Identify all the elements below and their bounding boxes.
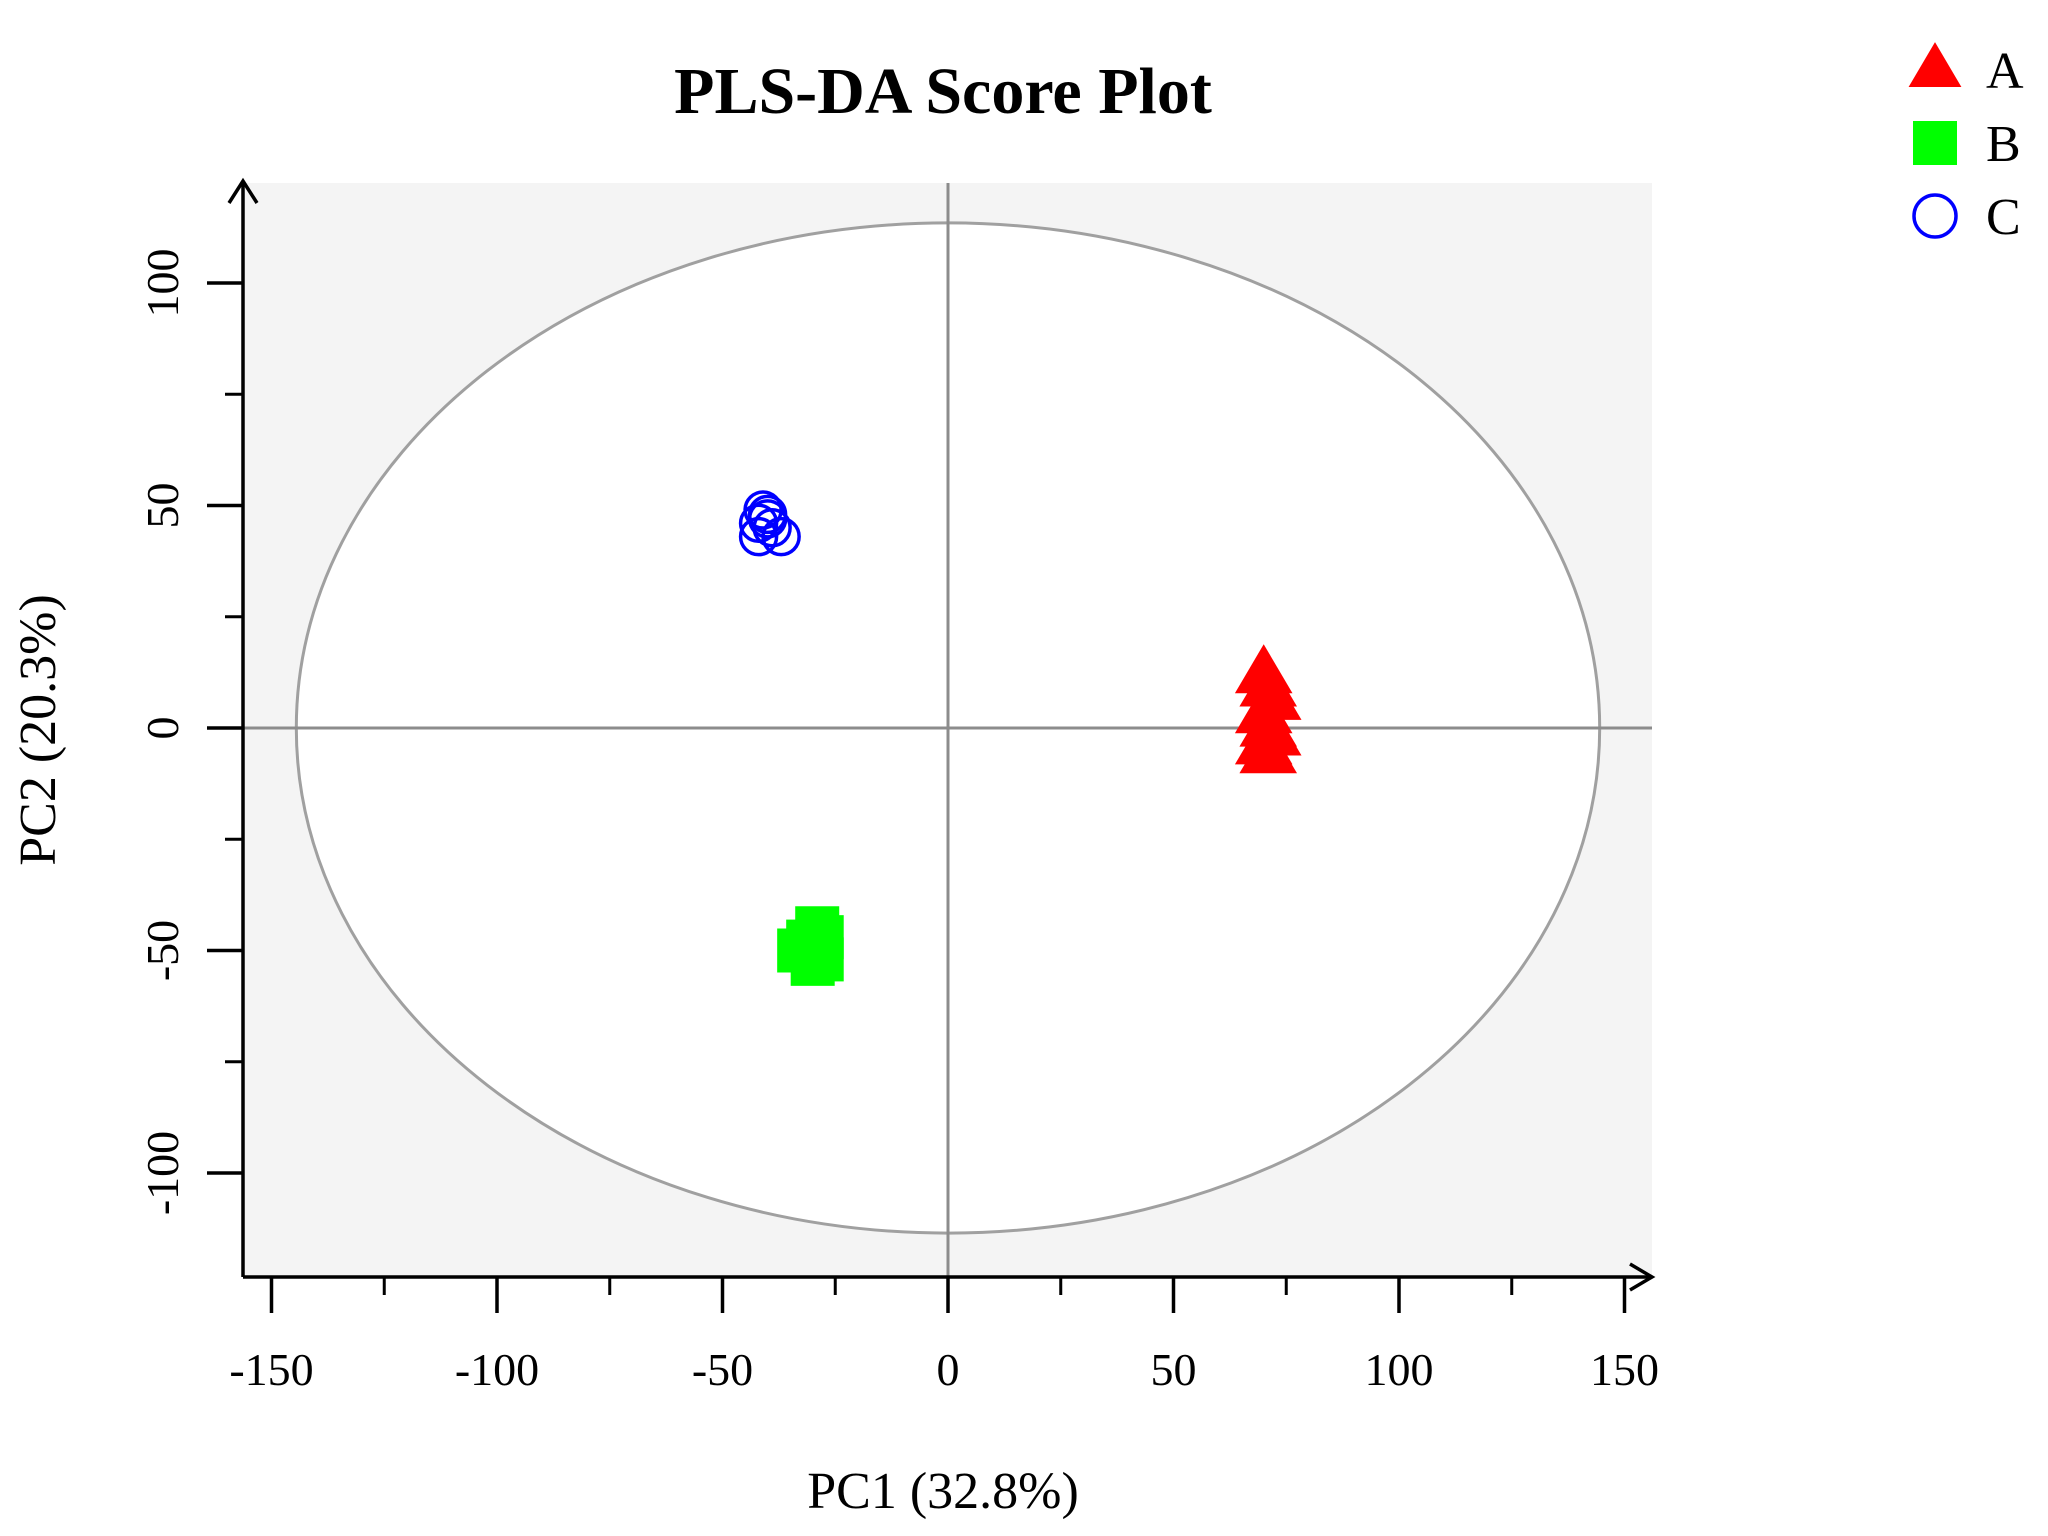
data-point-c [738, 516, 779, 557]
y-tick-label: 50 [137, 483, 188, 529]
legend-marker-b [1913, 121, 1957, 165]
x-tick-label: 0 [937, 1344, 960, 1395]
legend-marker-c [1912, 193, 1958, 239]
x-tick-label: 50 [1151, 1344, 1197, 1395]
y-tick-label: 100 [137, 249, 188, 318]
chart-title: PLS-DA Score Plot [674, 55, 1212, 128]
data-point-c [747, 494, 788, 535]
data-point-b [799, 937, 844, 982]
x-tick-label: 150 [1590, 1344, 1659, 1395]
y-tick-label: 0 [137, 717, 188, 740]
legend: ABC [1908, 42, 2024, 246]
x-tick-label: -100 [455, 1344, 539, 1395]
x-tick-label: -150 [229, 1344, 313, 1395]
y-axis-label: PC2 (20.3%) [10, 594, 67, 866]
x-tick-label: 100 [1365, 1344, 1434, 1395]
x-tick-label: -50 [692, 1344, 753, 1395]
y-axis-arrow [227, 177, 259, 204]
plot-area: -150 -100 -50 0 50 100 150 -100 -50 0 50 100 [137, 177, 1659, 1395]
legend-label-b: B [1986, 116, 2021, 173]
legend-label-a: A [1986, 43, 2024, 100]
y-tick-label: -100 [137, 1131, 188, 1215]
y-tick-label: -50 [137, 920, 188, 981]
x-axis-label: PC1 (32.8%) [807, 1463, 1079, 1520]
data-point-c [761, 516, 801, 557]
legend-label-c: C [1986, 189, 2021, 246]
x-axis-arrow [1629, 1262, 1656, 1292]
data-point-a [1239, 724, 1298, 774]
legend-marker-a [1908, 42, 1962, 88]
